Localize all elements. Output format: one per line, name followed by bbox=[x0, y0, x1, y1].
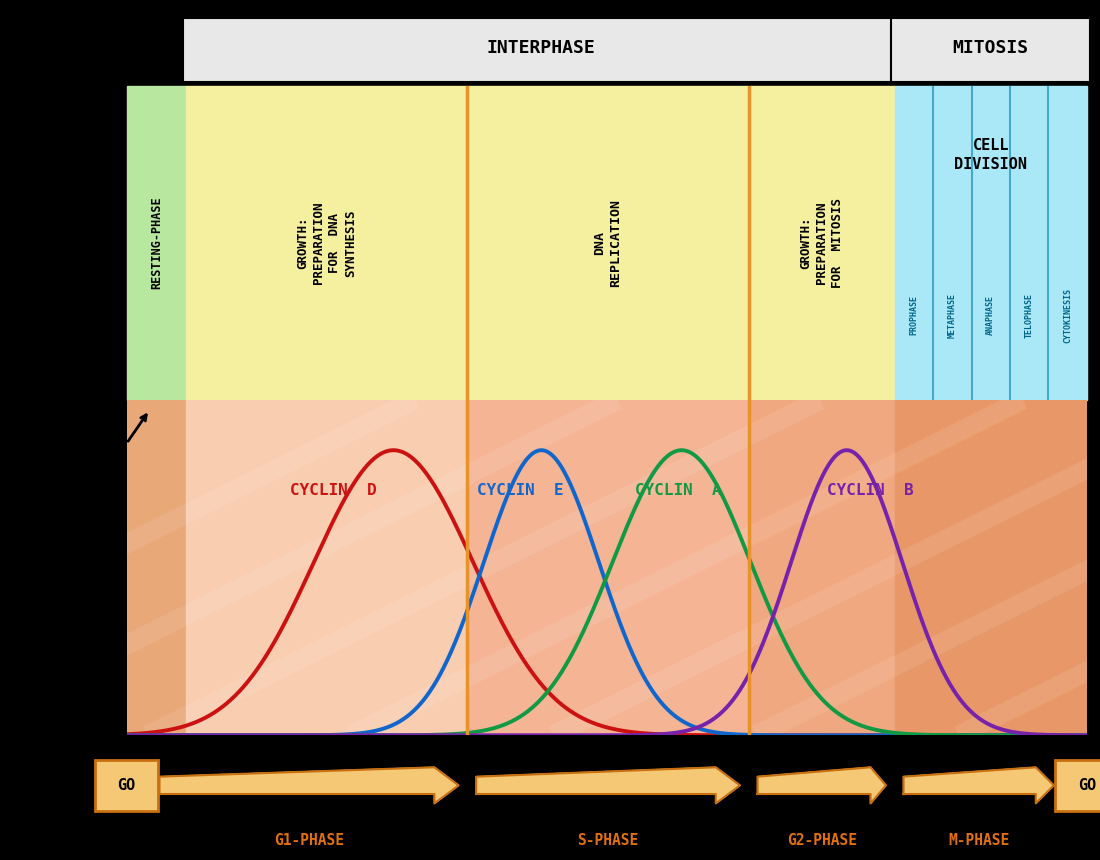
Bar bbox=[186, 86, 894, 400]
Text: CYCLIN  E: CYCLIN E bbox=[477, 483, 563, 498]
FancyBboxPatch shape bbox=[183, 18, 898, 82]
Text: GROWTH:
PREPARATION
FOR  MITOSIS: GROWTH: PREPARATION FOR MITOSIS bbox=[800, 198, 845, 288]
Bar bbox=[894, 86, 1087, 400]
Text: CYCLIN  B: CYCLIN B bbox=[827, 483, 914, 498]
Text: ANAPHASE: ANAPHASE bbox=[987, 295, 996, 335]
Polygon shape bbox=[160, 767, 459, 803]
Text: METAPHASE: METAPHASE bbox=[948, 292, 957, 338]
Bar bbox=[468, 400, 749, 735]
Text: G2-PHASE: G2-PHASE bbox=[786, 833, 857, 848]
Polygon shape bbox=[903, 767, 1054, 803]
Text: S-PHASE: S-PHASE bbox=[578, 833, 639, 848]
Polygon shape bbox=[476, 767, 740, 803]
Bar bbox=[126, 400, 186, 735]
FancyBboxPatch shape bbox=[891, 18, 1090, 82]
Text: RESTING-PHASE: RESTING-PHASE bbox=[150, 197, 163, 289]
Text: M-PHASE: M-PHASE bbox=[948, 833, 1010, 848]
Text: GO: GO bbox=[1078, 777, 1096, 793]
Text: TELOPHASE: TELOPHASE bbox=[1025, 292, 1034, 338]
Text: CYCLIN  D: CYCLIN D bbox=[289, 483, 376, 498]
FancyBboxPatch shape bbox=[95, 759, 158, 811]
Text: DNA
REPLICATION: DNA REPLICATION bbox=[594, 199, 623, 287]
Text: CELL
DIVISION: CELL DIVISION bbox=[955, 138, 1027, 172]
Bar bbox=[894, 400, 1087, 735]
Text: INTERPHASE: INTERPHASE bbox=[486, 39, 595, 57]
Polygon shape bbox=[758, 767, 886, 803]
Bar bbox=[126, 86, 186, 400]
Bar bbox=[186, 400, 468, 735]
Text: GROWTH:
PREPARATION
FOR  DNA
SYNTHESIS: GROWTH: PREPARATION FOR DNA SYNTHESIS bbox=[296, 202, 358, 284]
Text: G1-PHASE: G1-PHASE bbox=[274, 833, 344, 848]
FancyBboxPatch shape bbox=[1055, 759, 1100, 811]
Text: MITOSIS: MITOSIS bbox=[953, 39, 1028, 57]
Text: PROPHASE: PROPHASE bbox=[910, 295, 918, 335]
Text: CYCLIN  A: CYCLIN A bbox=[636, 483, 722, 498]
Text: GO: GO bbox=[118, 777, 135, 793]
Bar bbox=[749, 400, 894, 735]
Text: CYTOKINESIS: CYTOKINESIS bbox=[1063, 287, 1072, 342]
